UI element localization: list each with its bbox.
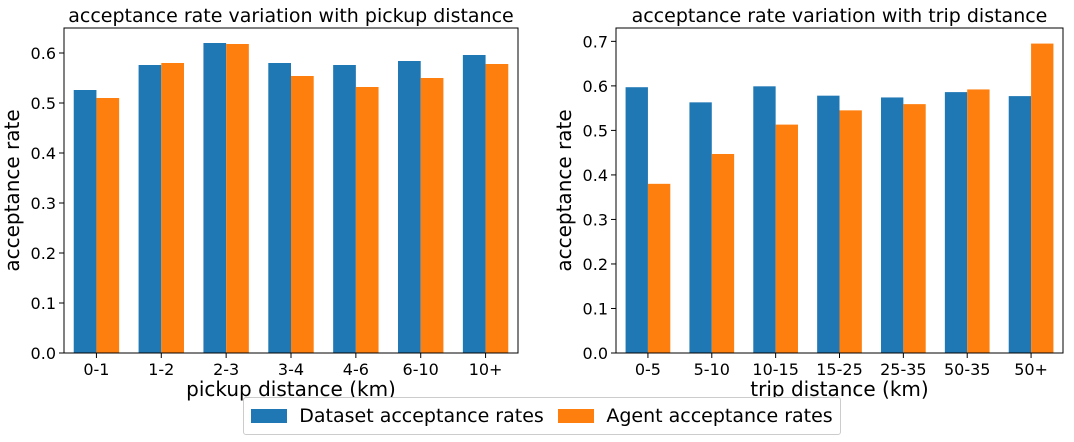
bar-agent-50-35	[967, 89, 990, 353]
bar-dataset-50-35	[944, 92, 968, 353]
x-tick-label: 50+	[1014, 360, 1048, 379]
y-tick-label: 0.6	[31, 44, 56, 63]
x-tick-label: 0-1	[83, 360, 109, 379]
bar-dataset-25-35	[881, 97, 904, 353]
bar-agent-0-5	[647, 183, 671, 353]
bar-dataset-50+	[1008, 96, 1032, 353]
x-tick-label: 10-15	[752, 360, 799, 379]
x-tick-label: 10+	[469, 360, 503, 379]
bar-agent-1-2	[161, 63, 184, 353]
y-tick-label: 0.0	[583, 344, 608, 363]
trip-distance-chart: 0.0 0.1 0.2 0.3 0.4 0.5 0.6 0.7 0-5 5-10 10-15 15-2…	[552, 5, 1064, 401]
legend-item-dataset: Dataset acceptance rates	[251, 405, 544, 427]
chart-title: acceptance rate variation with pickup di…	[68, 5, 514, 27]
x-tick-label: 15-25	[816, 360, 863, 379]
y-tick-label: 0.4	[583, 166, 608, 185]
y-tick-label: 0.2	[31, 244, 56, 263]
bar-agent-50+	[1031, 43, 1054, 354]
y-tick-label: 0.4	[31, 144, 56, 163]
bar-dataset-1-2	[138, 65, 162, 353]
bar-agent-2-3	[226, 44, 249, 353]
bar-dataset-0-5	[625, 87, 648, 353]
bar-agent-5-10	[711, 153, 735, 353]
y-tick-label: 0.6	[583, 77, 608, 96]
bar-dataset-15-25	[817, 95, 840, 353]
y-tick-label: 0.5	[31, 94, 56, 113]
bar-agent-4-6	[355, 87, 379, 353]
x-tick-label: 1-2	[148, 360, 174, 379]
y-axis-label: acceptance rate	[0, 109, 24, 271]
bar-agent-3-4	[291, 76, 314, 353]
y-tick-label: 0.1	[583, 299, 608, 318]
pickup-distance-chart: 0.0 0.1 0.2 0.3 0.4 0.5 0.6 0-1 1-2 2-3 3-4 4-6 6-10…	[0, 5, 519, 401]
bar-agent-6-10	[420, 78, 444, 353]
bar-dataset-4-6	[333, 65, 356, 353]
legend-label-dataset: Dataset acceptance rates	[299, 405, 544, 427]
chart-title: acceptance rate variation with trip dist…	[632, 5, 1048, 27]
legend-swatch-dataset	[251, 409, 288, 423]
legend-label-agent: Agent acceptance rates	[606, 405, 833, 427]
y-tick-label: 0.3	[583, 210, 608, 229]
legend: Dataset acceptance rates Agent acceptanc…	[243, 397, 841, 435]
bar-agent-10+	[485, 64, 509, 353]
legend-swatch-agent	[558, 409, 595, 423]
bar-agent-0-1	[96, 98, 120, 353]
x-tick-label: 2-3	[213, 360, 239, 379]
bar-dataset-2-3	[203, 43, 227, 353]
bar-dataset-3-4	[268, 63, 291, 353]
x-tick-label: 3-4	[278, 360, 304, 379]
x-tick-label: 25-35	[880, 360, 927, 379]
y-tick-label: 0.3	[31, 194, 56, 213]
bar-dataset-0-1	[73, 90, 97, 353]
legend-item-agent: Agent acceptance rates	[558, 405, 833, 427]
bar-agent-25-35	[903, 104, 926, 354]
y-tick-label: 0.1	[31, 294, 56, 313]
x-tick-label: 6-10	[403, 360, 439, 379]
y-tick-label: 0.7	[583, 32, 608, 51]
x-tick-label: 0-5	[635, 360, 661, 379]
bar-dataset-10+	[462, 55, 486, 353]
x-tick-label: 4-6	[343, 360, 369, 379]
bar-agent-10-15	[775, 124, 798, 353]
y-axis-label: acceptance rate	[552, 109, 576, 271]
bar-dataset-5-10	[689, 102, 712, 354]
y-tick-label: 0.5	[583, 121, 608, 140]
x-tick-label: 50-35	[944, 360, 991, 379]
y-tick-label: 0.2	[583, 255, 608, 274]
x-tick-label: 5-10	[694, 360, 730, 379]
y-tick-label: 0.0	[31, 344, 56, 363]
bar-dataset-6-10	[398, 61, 421, 353]
bar-dataset-10-15	[753, 86, 776, 354]
bar-agent-15-25	[839, 110, 862, 354]
